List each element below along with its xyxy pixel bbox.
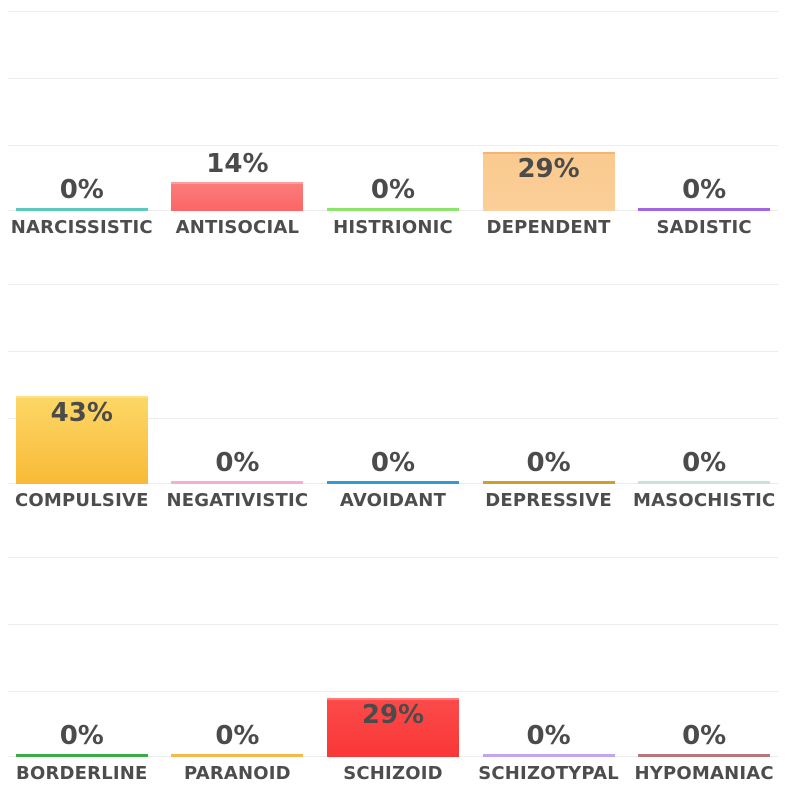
bar-hypomaniac [638, 754, 771, 757]
chart-row-3: 0% 0% 29% 0% 0% [4, 557, 782, 757]
chart-row-1: 0% 14% 0% 29% 0% [4, 11, 782, 211]
gridline [8, 418, 778, 419]
bar-paranoid [171, 754, 304, 757]
bar-masochistic [638, 481, 771, 484]
bar-value-label: 43% [50, 398, 113, 428]
bar-sadistic [638, 208, 771, 211]
bar-value-label: 14% [206, 149, 269, 179]
bar-schizoid [326, 698, 459, 757]
bar-depressive [482, 481, 615, 484]
bar-histrionic [326, 208, 459, 211]
bar-borderline [15, 754, 148, 757]
bar-avoidant [326, 481, 459, 484]
gridline [8, 624, 778, 625]
category-label-narcissistic: NARCISSISTIC [10, 217, 153, 238]
category-label-dependent: DEPENDENT [486, 217, 611, 238]
chart-cells: 43% 0% 0% 0% 0% [4, 284, 782, 484]
bar-cell-schizotypal: 0% [471, 557, 627, 757]
bar-value-label: 29% [517, 154, 580, 184]
bar-cell-sadistic: 0% [626, 11, 782, 211]
bar-value-label: 0% [682, 448, 727, 478]
bar-negativistic [171, 481, 304, 484]
bar-cell-depressive: 0% [471, 284, 627, 484]
bar-cell-masochistic: 0% [626, 284, 782, 484]
bar-narcissistic [15, 208, 148, 211]
category-label-row-3: BORDERLINE PARANOID SCHIZOID SCHIZOTYPAL HYP… [4, 761, 782, 789]
gridline [8, 11, 778, 12]
category-label-schizotypal: SCHIZOTYPAL [478, 763, 619, 784]
bar-value-label: 0% [682, 721, 727, 751]
gridline [8, 78, 778, 79]
category-label-masochistic: MASOCHISTIC [632, 490, 776, 511]
bar-cell-narcissistic: 0% [4, 11, 160, 211]
bar-cell-hypomaniac: 0% [626, 557, 782, 757]
category-label-compulsive: COMPULSIVE [15, 490, 149, 511]
bar-value-label: 0% [59, 721, 104, 751]
gridline [8, 145, 778, 146]
category-label-negativistic: NEGATIVISTIC [166, 490, 309, 511]
bar-value-label: 29% [361, 700, 425, 730]
category-label-borderline: BORDERLINE [16, 763, 148, 784]
bar-cell-paranoid: 0% [160, 557, 316, 757]
bar-dependent [482, 152, 615, 211]
bar-cell-histrionic: 0% [315, 11, 471, 211]
category-label-histrionic: HISTRIONIC [333, 217, 453, 238]
bar-value-label: 0% [526, 721, 571, 751]
category-label-paranoid: PARANOID [183, 763, 291, 784]
bar-antisocial [171, 182, 304, 211]
bar-value-label: 0% [215, 448, 260, 478]
bar-compulsive [15, 396, 148, 484]
gridline [8, 557, 778, 558]
chart-cells: 0% 0% 29% 0% 0% [4, 557, 782, 757]
gridline [8, 284, 778, 285]
bar-value-label: 0% [682, 175, 727, 205]
bar-cell-negativistic: 0% [160, 284, 316, 484]
category-label-avoidant: AVOIDANT [339, 490, 447, 511]
bar-cell-compulsive: 43% [4, 284, 160, 484]
category-label-row-1: NARCISSISTIC ANTISOCIAL HISTRIONIC DEPENDEN… [4, 215, 782, 243]
bar-value-label: 0% [370, 448, 416, 478]
category-label-schizoid: SCHIZOID [343, 763, 443, 784]
category-label-hypomaniac: HYPOMANIAC [634, 763, 774, 784]
bar-cell-dependent: 29% [471, 11, 627, 211]
bar-schizotypal [482, 754, 615, 757]
chart-row-2: 43% 0% 0% 0% 0% [4, 284, 782, 484]
bar-value-label: 0% [59, 175, 104, 205]
bar-cell-schizoid: 29% [315, 557, 471, 757]
category-label-depressive: DEPRESSIVE [485, 490, 612, 511]
bar-cell-antisocial: 14% [160, 11, 316, 211]
bar-value-label: 0% [215, 721, 260, 751]
bar-value-label: 0% [370, 175, 416, 205]
category-label-sadistic: SADISTIC [656, 217, 752, 238]
bar-value-label: 0% [526, 448, 571, 478]
chart-cells: 0% 14% 0% 29% 0% [4, 11, 782, 211]
bar-cell-avoidant: 0% [315, 284, 471, 484]
bar-cell-borderline: 0% [4, 557, 160, 757]
category-label-row-2: COMPULSIVE NEGATIVISTIC AVOIDANT DEPRESSIVE… [4, 488, 782, 516]
gridline [8, 691, 778, 692]
category-label-antisocial: ANTISOCIAL [175, 217, 300, 238]
gridline [8, 351, 778, 352]
